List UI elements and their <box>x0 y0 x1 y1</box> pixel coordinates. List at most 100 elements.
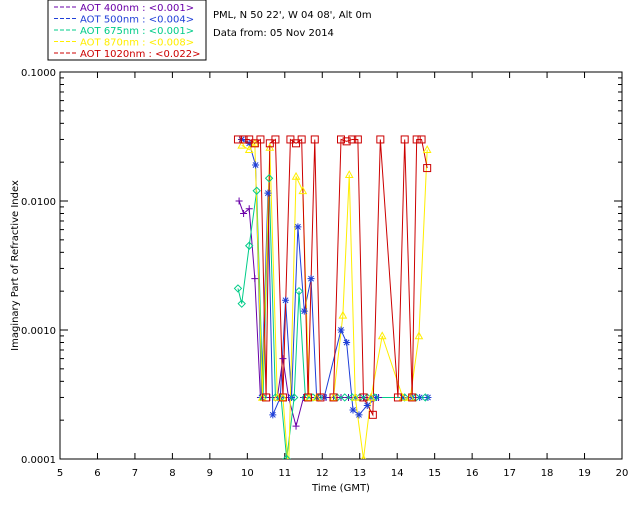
data-point <box>245 205 253 213</box>
x-axis-label: Time (GMT) <box>311 483 370 494</box>
data-point <box>262 393 271 402</box>
data-point <box>350 392 360 401</box>
data-point <box>412 135 421 144</box>
x-tick-label: 9 <box>207 468 213 479</box>
data-point <box>282 454 291 459</box>
data-point <box>360 454 366 459</box>
data-point <box>251 275 259 283</box>
data-point <box>292 422 300 430</box>
x-tick-label: 5 <box>57 468 63 479</box>
legend: AOT 400nm : <0.001>AOT 500nm : <0.004>AO… <box>47 0 207 61</box>
data-point <box>282 296 290 304</box>
data-point <box>368 410 377 419</box>
data-point <box>342 137 351 146</box>
y-tick-label: 0.0001 <box>21 455 56 466</box>
data-point <box>278 393 287 402</box>
legend-label: AOT 870nm : <0.008> <box>80 38 194 49</box>
data-point <box>294 286 304 296</box>
y-tick-label: 0.0010 <box>21 326 56 337</box>
data-point <box>366 392 376 401</box>
data-point <box>304 393 313 402</box>
x-tick-label: 19 <box>578 468 591 479</box>
legend-label: AOT 1020nm : <0.022> <box>80 49 200 60</box>
data-point <box>310 135 319 144</box>
data-point <box>338 310 348 319</box>
data-point <box>298 186 308 195</box>
data-point <box>233 135 242 144</box>
data-point <box>349 406 357 414</box>
data-point <box>237 140 247 149</box>
x-tick-label: 11 <box>278 468 291 479</box>
x-tick-label: 10 <box>241 468 254 479</box>
x-tick-label: 6 <box>94 468 100 479</box>
data-point <box>239 135 248 144</box>
data-point <box>294 223 302 231</box>
data-point <box>348 135 357 144</box>
data-point <box>304 392 314 401</box>
data-point <box>269 411 277 419</box>
data-point <box>344 170 354 178</box>
data-point <box>297 135 306 144</box>
axis-ticks: 5 6 7 8 9 10 11 12 13 14 15 16 17 18 19 20 0.0001 0.0010 0… <box>21 68 628 479</box>
data-point <box>337 326 345 334</box>
x-tick-label: 14 <box>391 468 404 479</box>
series-line-2 <box>237 178 426 459</box>
data-point <box>343 339 351 347</box>
series-lines <box>237 138 428 459</box>
x-tick-label: 12 <box>316 468 329 479</box>
data-point <box>424 393 432 401</box>
data-point <box>408 393 417 402</box>
x-tick-label: 8 <box>169 468 175 479</box>
data-point <box>271 393 280 402</box>
station-title: PML, N 50 22', W 04 08', Alt 0m <box>213 10 372 21</box>
x-tick-label: 16 <box>466 468 479 479</box>
data-point <box>377 331 387 340</box>
data-point <box>421 393 430 402</box>
data-point <box>400 135 409 144</box>
data-point <box>393 393 402 402</box>
data-point <box>417 135 426 144</box>
data-point <box>240 210 248 218</box>
data-point <box>289 393 299 402</box>
data-point <box>423 164 432 173</box>
data-point <box>291 171 301 180</box>
data-point <box>264 189 272 197</box>
data-point <box>353 135 362 144</box>
data-point <box>252 161 260 169</box>
data-point <box>271 135 280 144</box>
x-tick-label: 13 <box>353 468 366 479</box>
data-point <box>279 355 287 363</box>
x-tick-label: 20 <box>616 468 629 479</box>
y-axis-label: Imaginary Part of Refractive Index <box>10 180 21 351</box>
data-point <box>363 401 371 409</box>
data-point <box>233 284 243 293</box>
station-subtitle: Data from: 05 Nov 2014 <box>213 28 334 39</box>
y-tick-label: 0.0100 <box>21 197 56 208</box>
x-tick-label: 15 <box>428 468 441 479</box>
y-tick-label: 0.1000 <box>21 68 56 79</box>
data-point <box>414 331 424 340</box>
data-point <box>373 393 381 401</box>
x-tick-label: 17 <box>503 468 516 479</box>
data-point <box>399 393 407 401</box>
data-point <box>359 393 368 402</box>
data-point <box>316 393 325 402</box>
plot-frame <box>59 71 623 460</box>
data-point <box>355 411 363 419</box>
x-tick-label: 18 <box>541 468 554 479</box>
data-point <box>329 392 338 401</box>
data-point <box>307 275 315 283</box>
data-point <box>337 135 345 144</box>
data-point <box>252 186 261 195</box>
legend-label: AOT 675nm : <0.001> <box>80 26 194 37</box>
data-point <box>276 393 284 401</box>
x-tick-label: 7 <box>132 468 138 479</box>
data-point <box>422 145 432 153</box>
series-markers <box>233 135 432 459</box>
data-point <box>400 393 409 402</box>
data-point <box>235 197 243 205</box>
data-point <box>340 393 349 402</box>
data-point <box>288 393 296 401</box>
data-point <box>376 135 385 144</box>
